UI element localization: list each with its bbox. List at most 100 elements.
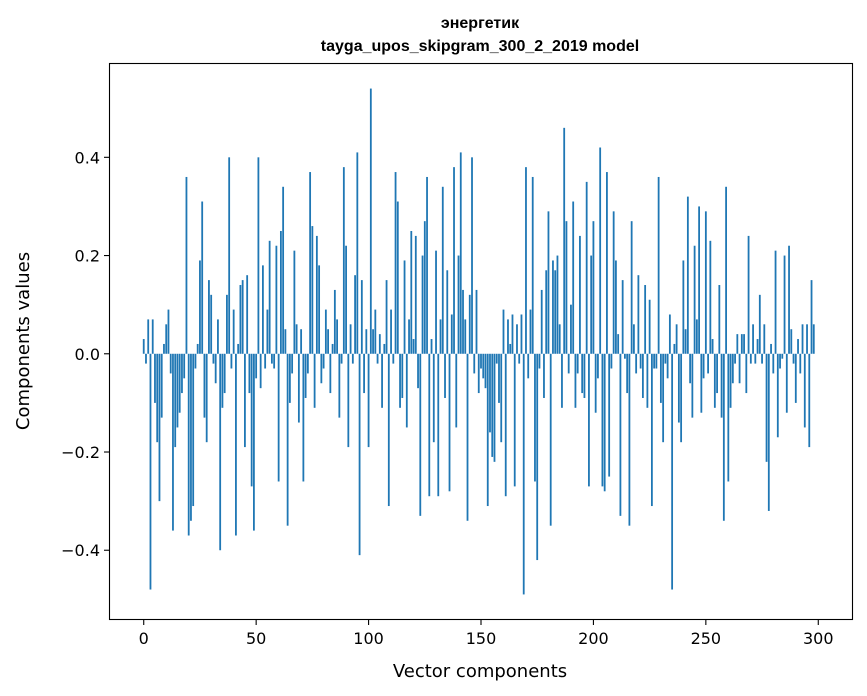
x-tick-label: 100: [353, 629, 384, 648]
bar: [351, 353, 354, 364]
bar: [264, 353, 267, 369]
bar: [552, 260, 554, 354]
bar: [673, 343, 676, 354]
bar: [709, 240, 712, 354]
bar: [731, 353, 734, 384]
bar: [799, 353, 802, 374]
bar-series: [142, 88, 815, 595]
bar: [810, 280, 813, 354]
bar: [333, 289, 336, 354]
bar: [655, 353, 658, 369]
bar: [617, 334, 620, 354]
bar: [477, 353, 480, 394]
bar: [142, 339, 145, 354]
bar: [163, 343, 165, 354]
bar: [509, 343, 512, 354]
bar: [462, 289, 464, 354]
bar: [668, 314, 671, 354]
bar: [648, 299, 651, 354]
bar: [554, 270, 557, 354]
x-axis-ticks: 0 50 100 150 200 250 300: [139, 619, 834, 648]
bar: [615, 260, 617, 354]
bar: [752, 324, 754, 354]
bar: [529, 309, 532, 354]
y-axis-ticks: −0.4 −0.2 0.0 0.2 0.4: [61, 148, 110, 560]
bar: [556, 255, 559, 354]
bar: [761, 353, 763, 364]
y-tick-label: 0.2: [75, 247, 100, 266]
y-tick-label: −0.4: [61, 541, 100, 560]
bar: [603, 353, 606, 492]
bar: [246, 275, 249, 354]
bar: [372, 329, 374, 354]
bar: [154, 353, 156, 403]
bar: [585, 181, 588, 354]
bar: [297, 353, 300, 423]
bar: [300, 329, 303, 354]
bar: [194, 353, 197, 369]
bar: [178, 353, 181, 413]
bar: [743, 334, 745, 354]
bar: [691, 353, 694, 418]
bar: [315, 235, 318, 354]
y-tick-label: 0.0: [75, 345, 100, 364]
bar: [475, 289, 478, 354]
bar: [444, 353, 446, 398]
bar: [581, 353, 584, 394]
bar: [639, 353, 642, 369]
bar: [812, 324, 815, 354]
bar: [783, 255, 786, 354]
bar: [392, 353, 395, 364]
bar: [396, 201, 399, 354]
bar: [329, 353, 332, 394]
bar: [363, 353, 365, 394]
bar: [199, 260, 201, 354]
bar: [324, 309, 327, 354]
bar: [536, 353, 539, 561]
bar: [318, 265, 321, 354]
bar: [203, 353, 206, 418]
bar: [288, 353, 291, 403]
bar: [718, 285, 721, 354]
bar: [208, 280, 210, 354]
bar: [309, 172, 312, 354]
x-tick-label: 200: [578, 629, 609, 648]
bar: [165, 324, 168, 354]
bar: [797, 339, 799, 354]
bar: [279, 230, 282, 354]
bar: [453, 167, 455, 354]
bar: [192, 353, 195, 507]
bar: [686, 196, 689, 354]
bar: [684, 329, 687, 354]
bar: [471, 157, 473, 354]
bar: [358, 353, 361, 556]
bar: [151, 319, 154, 354]
bar: [482, 353, 485, 379]
bar: [808, 353, 811, 448]
bar: [145, 353, 147, 364]
bar: [176, 353, 179, 428]
bar: [320, 353, 323, 384]
bar: [666, 353, 669, 379]
bar: [504, 353, 507, 497]
bar: [221, 353, 224, 408]
bar: [520, 314, 523, 354]
bar: [387, 353, 390, 507]
chart-title-line-2: tayga_upos_skipgram_300_2_2019 model: [321, 38, 639, 55]
bar: [270, 353, 273, 364]
bar: [410, 230, 413, 354]
bar: [725, 186, 727, 354]
bar: [399, 353, 401, 408]
bar: [693, 245, 696, 354]
bar: [421, 255, 424, 354]
bar: [570, 304, 572, 354]
bar: [480, 353, 482, 369]
bar: [770, 343, 772, 354]
bar: [196, 343, 199, 354]
bar: [327, 329, 329, 354]
bar: [484, 353, 487, 389]
bar: [322, 353, 325, 369]
bar: [284, 329, 287, 354]
bar: [516, 324, 518, 354]
